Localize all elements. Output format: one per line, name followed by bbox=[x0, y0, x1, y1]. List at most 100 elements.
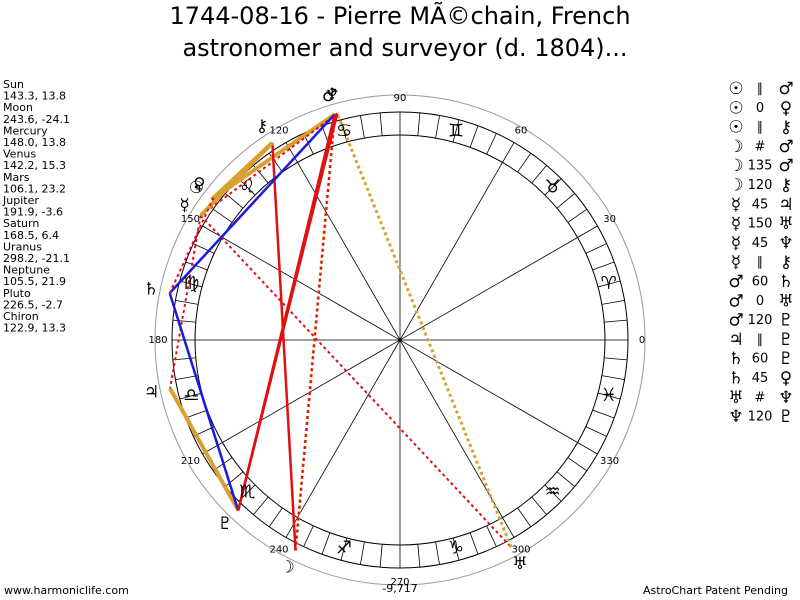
ring-tick bbox=[556, 193, 575, 209]
aspect-line bbox=[335, 112, 513, 548]
ring-tick bbox=[175, 300, 199, 305]
title: 1744-08-16 - Pierre MÃ©chain, French bbox=[169, 0, 630, 30]
aspect-from: ♃ bbox=[728, 330, 743, 350]
degree-label: 330 bbox=[600, 456, 619, 467]
degree-label: 120 bbox=[269, 125, 288, 136]
ring-tick bbox=[601, 300, 625, 305]
ring-tick bbox=[531, 496, 547, 515]
ring-tick bbox=[253, 496, 269, 515]
ring-tick bbox=[202, 225, 223, 238]
aspect-to: ⚷ bbox=[780, 253, 792, 273]
aspect-to: ♇ bbox=[778, 349, 793, 369]
ring-tick bbox=[502, 142, 515, 163]
footer-right: AstroChart Patent Pending bbox=[643, 584, 788, 597]
ring-ticks bbox=[172, 112, 628, 568]
aspect-type: ∥ bbox=[757, 120, 764, 135]
planet-position: 298.2, -21.1 bbox=[3, 252, 70, 265]
aspect-to: ♀ bbox=[780, 369, 792, 389]
aspect-to: ⚷ bbox=[780, 118, 792, 138]
sign-glyph: ♋ bbox=[336, 120, 352, 141]
ring-tick bbox=[567, 457, 587, 472]
ring-tick bbox=[592, 261, 615, 271]
ring-tick bbox=[185, 409, 208, 419]
sign-glyph: ♑ bbox=[448, 538, 464, 559]
ring-tick bbox=[556, 471, 575, 487]
ring-tick bbox=[435, 541, 440, 565]
degree-label: 270 bbox=[390, 577, 409, 588]
sign-glyph: ♒ bbox=[545, 482, 561, 503]
aspect-type: 0 bbox=[756, 101, 764, 116]
planet-position: 143.3, 13.8 bbox=[3, 90, 66, 103]
aspect-to: ⚷ bbox=[780, 176, 792, 196]
aspect-to: ♄ bbox=[778, 272, 793, 292]
ring-tick bbox=[577, 442, 598, 455]
planet-name: Pluto bbox=[3, 287, 31, 300]
planet-position: 148.0, 13.8 bbox=[3, 136, 66, 149]
aspect-from: ☿ bbox=[731, 253, 741, 273]
planet-name: Saturn bbox=[3, 217, 39, 230]
ring-tick bbox=[544, 178, 562, 196]
ring-tick bbox=[531, 165, 547, 184]
planet-glyph: ♆ bbox=[324, 85, 339, 105]
ring-tick bbox=[360, 541, 365, 565]
aspect-type: 45 bbox=[752, 371, 769, 386]
planet-name: Venus bbox=[3, 148, 36, 161]
planet-glyph: ♀ bbox=[193, 174, 205, 194]
aspect-from: ☉ bbox=[728, 118, 743, 138]
ring-tick bbox=[486, 133, 497, 155]
aspect-from: ☉ bbox=[728, 79, 743, 99]
ring-tick bbox=[379, 112, 383, 136]
degree-label: 180 bbox=[148, 335, 167, 346]
degree-label: 0 bbox=[639, 335, 645, 346]
planet-position: 105.5, 21.9 bbox=[3, 275, 66, 288]
aspect-to: ♀ bbox=[780, 98, 792, 118]
aspect-from: ♂ bbox=[728, 311, 743, 331]
aspect-from: ♄ bbox=[728, 349, 743, 369]
aspect-type: 135 bbox=[748, 159, 773, 174]
aspect-from: ♄ bbox=[728, 369, 743, 389]
aspect-type: 120 bbox=[748, 178, 773, 193]
ring-tick bbox=[517, 507, 532, 527]
ring-tick bbox=[268, 507, 283, 527]
aspect-type: # bbox=[755, 139, 766, 154]
ring-tick bbox=[452, 537, 460, 561]
aspect-type: ∥ bbox=[757, 255, 764, 270]
ring-tick bbox=[604, 357, 628, 361]
aspect-to: ♇ bbox=[778, 311, 793, 331]
planet-position: 142.2, 15.3 bbox=[3, 159, 66, 172]
aspect-type: 45 bbox=[752, 236, 769, 251]
ring-tick bbox=[340, 537, 348, 561]
ring-tick bbox=[469, 125, 479, 148]
aspect-type: 120 bbox=[748, 410, 773, 425]
planet-name: Moon bbox=[3, 101, 33, 114]
aspect-line bbox=[169, 215, 202, 389]
ring-tick bbox=[544, 484, 562, 502]
ring-tick bbox=[303, 525, 314, 547]
planet-glyph: ♅ bbox=[512, 554, 527, 574]
ring-tick bbox=[172, 319, 196, 323]
aspect-line bbox=[168, 113, 336, 294]
spoke bbox=[222, 237, 578, 443]
ring-tick bbox=[585, 426, 607, 437]
ring-tick bbox=[585, 243, 607, 254]
ring-tick bbox=[517, 153, 532, 173]
aspect-from: ♅ bbox=[728, 388, 743, 408]
aspect-from: ☽ bbox=[728, 156, 743, 176]
aspect-to: ♇ bbox=[778, 330, 793, 350]
aspect-type: 45 bbox=[752, 197, 769, 212]
degree-label: 300 bbox=[511, 545, 530, 556]
aspect-type: 60 bbox=[752, 352, 769, 367]
ring-tick bbox=[285, 517, 298, 538]
aspect-from: ♂ bbox=[728, 272, 743, 292]
ring-tick bbox=[185, 261, 208, 271]
ring-tick bbox=[597, 280, 621, 288]
planet-position: 226.5, -2.7 bbox=[3, 298, 63, 311]
planet-position: 122.9, 13.3 bbox=[3, 322, 66, 335]
aspect-type: 150 bbox=[748, 217, 773, 232]
planet-glyph: ♄ bbox=[143, 279, 158, 299]
planet-glyph: ☿ bbox=[179, 195, 189, 215]
ring-tick bbox=[577, 225, 598, 238]
ring-tick bbox=[604, 319, 628, 323]
planet-position: 243.6, -24.1 bbox=[3, 113, 70, 126]
planet-position: 168.5, 6.4 bbox=[3, 229, 59, 242]
